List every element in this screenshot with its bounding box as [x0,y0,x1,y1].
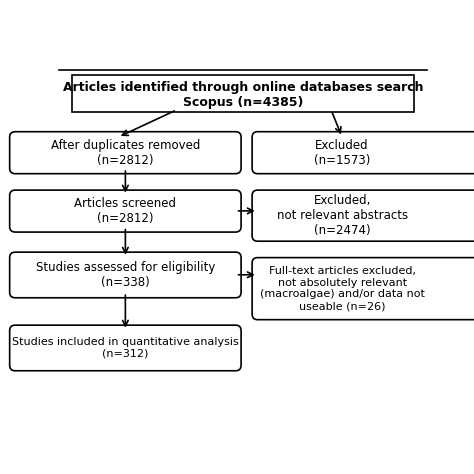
FancyBboxPatch shape [252,190,474,241]
FancyBboxPatch shape [9,325,241,371]
FancyBboxPatch shape [252,132,474,173]
FancyBboxPatch shape [9,132,241,173]
Text: Excluded
(n=1573): Excluded (n=1573) [314,138,370,166]
Text: Studies included in quantitative analysis
(n=312): Studies included in quantitative analysi… [12,337,239,358]
FancyBboxPatch shape [72,75,414,112]
Text: Studies assessed for eligibility
(n=338): Studies assessed for eligibility (n=338) [36,261,215,289]
FancyBboxPatch shape [252,258,474,319]
FancyBboxPatch shape [9,190,241,232]
Text: Excluded,
not relevant abstracts
(n=2474): Excluded, not relevant abstracts (n=2474… [276,194,408,237]
Text: Full-text articles excluded,
not absolutely relevant
(macroalgae) and/or data no: Full-text articles excluded, not absolut… [260,266,425,311]
Text: Articles identified through online databases search
Scopus (n=4385): Articles identified through online datab… [63,81,423,109]
FancyBboxPatch shape [9,252,241,298]
Text: Articles screened
(n=2812): Articles screened (n=2812) [74,197,176,225]
Text: After duplicates removed
(n=2812): After duplicates removed (n=2812) [51,138,200,166]
